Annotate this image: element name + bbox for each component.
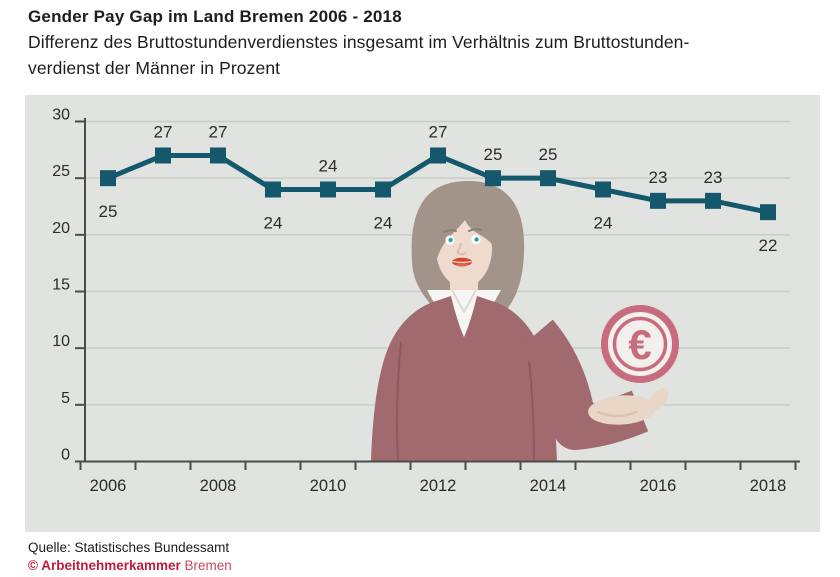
x-tick-label: 2018 <box>750 477 787 495</box>
sweater <box>371 296 557 462</box>
hair-fringe <box>435 193 511 296</box>
copyright-region: Bremen <box>184 558 232 573</box>
data-point-label: 23 <box>649 168 668 187</box>
nose <box>456 242 467 256</box>
data-point <box>320 181 336 198</box>
sweater-seam-left <box>396 341 402 462</box>
data-point <box>155 147 171 164</box>
line-chart: € 25 27 27 24 24 24 27 25 25 24 23 23 22 0 5 10 15 20 25 3… <box>52 107 800 496</box>
data-point-label: 25 <box>484 145 503 164</box>
eyebrow-left <box>443 229 457 233</box>
y-tick-label: 15 <box>52 277 70 294</box>
data-point <box>760 204 776 221</box>
x-tick-label: 2010 <box>310 477 347 495</box>
data-labels-layer: 25 27 27 24 24 24 27 25 25 24 23 23 22 <box>99 123 778 256</box>
data-point <box>595 181 611 198</box>
data-point <box>100 170 116 187</box>
copyright-owner: © Arbeitnehmerkammer <box>28 558 181 573</box>
x-tick-label: 2006 <box>90 477 127 495</box>
data-point <box>375 181 391 198</box>
y-tick-label: 30 <box>52 107 70 124</box>
iris-right <box>474 237 479 242</box>
collar-edge-right <box>463 289 477 313</box>
chart-subtitle-line2: verdienst der Männer in Prozent <box>28 58 281 78</box>
data-point-label: 27 <box>209 123 228 142</box>
copyright-note: © Arbeitnehmerkammer Bremen <box>28 557 232 575</box>
x-tick-label: 2012 <box>420 477 457 495</box>
x-tick-label: 2008 <box>200 477 237 495</box>
tick-labels-layer: 0 5 10 15 20 25 30 2006 2008 2010 2012 2014 2016 2018 <box>52 107 786 496</box>
axis-layer <box>75 118 800 470</box>
series-layer <box>100 147 776 221</box>
euro-coin-icon: € <box>601 305 679 383</box>
euro-symbol: € <box>628 321 651 368</box>
data-point-label: 24 <box>319 157 338 176</box>
collar-edge-left <box>451 289 465 313</box>
lip-line <box>452 260 472 264</box>
y-tick-label: 20 <box>52 220 70 237</box>
chart-subtitle-line1: Differenz des Bruttostundenverdienstes i… <box>28 32 690 52</box>
y-tick-label: 0 <box>61 447 70 464</box>
chart-panel: € 25 27 27 24 24 24 27 25 25 24 23 23 22 0 5 10 15 20 25 3… <box>25 95 820 532</box>
data-point <box>265 181 281 198</box>
data-point-label: 24 <box>264 214 283 233</box>
lower-lip <box>456 263 468 267</box>
footer: Quelle: Statistisches Bundessamt © Arbei… <box>28 539 232 575</box>
data-point <box>485 170 501 187</box>
coin-inner-ring <box>612 316 668 372</box>
source-note: Quelle: Statistisches Bundessamt <box>28 540 230 555</box>
data-point-label: 27 <box>429 123 448 142</box>
thumb <box>647 388 669 412</box>
data-point <box>650 192 666 209</box>
data-point <box>705 192 721 209</box>
data-point <box>540 170 556 187</box>
data-point-label: 24 <box>594 214 613 233</box>
data-point-label: 22 <box>759 236 778 255</box>
x-tick-label: 2014 <box>530 477 567 495</box>
iris-left <box>448 237 453 243</box>
y-tick-label: 10 <box>52 333 70 350</box>
data-point-label: 23 <box>704 168 723 187</box>
data-point-label: 27 <box>154 123 173 142</box>
data-point-label: 25 <box>539 145 558 164</box>
palm-crease <box>596 410 638 418</box>
data-point-label: 24 <box>374 214 393 233</box>
hand <box>588 395 656 425</box>
chart-title: Gender Pay Gap im Land Bremen 2006 - 201… <box>28 7 402 26</box>
y-tick-label: 25 <box>52 163 70 180</box>
data-point <box>210 147 226 164</box>
eyebrow-right <box>468 228 482 232</box>
woman-illustration: € <box>371 180 679 462</box>
data-point <box>430 147 446 164</box>
x-tick-label: 2016 <box>640 477 677 495</box>
chart-header: Gender Pay Gap im Land Bremen 2006 - 201… <box>28 5 828 81</box>
data-point-label: 25 <box>99 202 118 221</box>
y-tick-label: 5 <box>61 390 70 407</box>
